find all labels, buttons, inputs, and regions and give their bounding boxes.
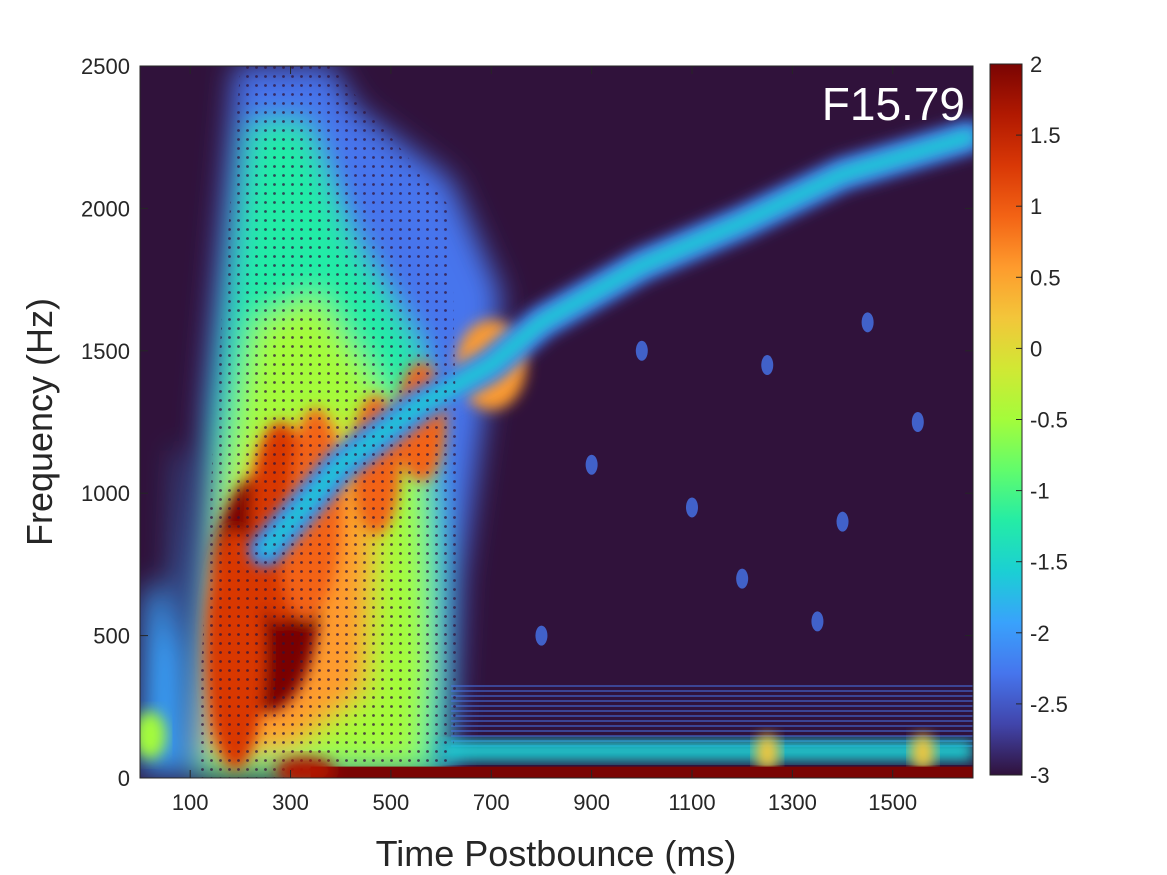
weak-band xyxy=(441,740,973,761)
x-axis: 100 300 500 700 900 1100 1300 1500 xyxy=(172,66,917,815)
faint-speck xyxy=(585,454,598,475)
y-tick-label: 0 xyxy=(118,766,130,791)
colorbar-tick-label: 0 xyxy=(1030,336,1042,361)
colorbar-tick-label: 1 xyxy=(1030,194,1042,219)
x-tick-label: 1100 xyxy=(668,790,715,815)
x-axis-label: Time Postbounce (ms) xyxy=(376,833,737,874)
weak-band-stripes xyxy=(451,684,973,750)
x-tick-label: 1500 xyxy=(868,790,917,815)
faint-speck xyxy=(861,312,874,333)
colorbar-ticks: 2 1.5 1 0.5 0 -0.5 -1 -1.5 -2 -2.5 -3 xyxy=(1016,52,1068,788)
band-blob xyxy=(910,734,935,771)
faint-speck xyxy=(535,625,548,646)
y-tick-label: 2500 xyxy=(81,54,130,79)
faint-speck xyxy=(685,497,698,518)
colorbar-tick-label: 0.5 xyxy=(1030,265,1061,290)
faint-speck xyxy=(761,355,774,376)
x-tick-label: 900 xyxy=(573,790,610,815)
speckle-texture xyxy=(195,66,462,778)
colorbar-tick-label: -2 xyxy=(1030,621,1050,646)
colorbar-tick-label: -0.5 xyxy=(1030,408,1068,433)
colorbar-tick-label: 1.5 xyxy=(1030,123,1061,148)
x-tick-label: 300 xyxy=(272,790,309,815)
x-tick-label: 100 xyxy=(172,790,209,815)
faint-speck xyxy=(736,568,749,589)
y-tick-label: 500 xyxy=(93,624,130,649)
colorbar-tick-label: 2 xyxy=(1030,52,1042,77)
faint-speck xyxy=(836,511,849,532)
colorbar-tick-label: -3 xyxy=(1030,763,1050,788)
x-tick-label: 1300 xyxy=(768,790,817,815)
x-tick-label: 700 xyxy=(473,790,510,815)
early-blob xyxy=(140,711,167,760)
y-tick-label: 2000 xyxy=(81,196,130,221)
plot-frame xyxy=(139,65,974,779)
faint-speck xyxy=(635,340,648,361)
y-tick-label: 1000 xyxy=(81,481,130,506)
chart-annotation: F15.79 xyxy=(822,78,965,130)
faint-speck xyxy=(811,611,824,632)
colorbar-tick-label: -1 xyxy=(1030,479,1050,504)
y-tick-label: 1500 xyxy=(81,339,130,364)
band-blob xyxy=(755,734,780,771)
low-frequency-band xyxy=(310,766,973,778)
heatmap-layer xyxy=(140,66,973,778)
y-axis-label: Frequency (Hz) xyxy=(19,298,60,546)
x-tick-label: 500 xyxy=(373,790,410,815)
colorbar-tick-label: -1.5 xyxy=(1030,550,1068,575)
low-frequency-band-start xyxy=(275,756,336,778)
colorbar-tick-label: -2.5 xyxy=(1030,692,1068,717)
y-axis: 0 500 1000 1500 2000 2500 xyxy=(81,54,973,791)
faint-speck xyxy=(911,412,924,432)
early-spike xyxy=(170,450,186,778)
